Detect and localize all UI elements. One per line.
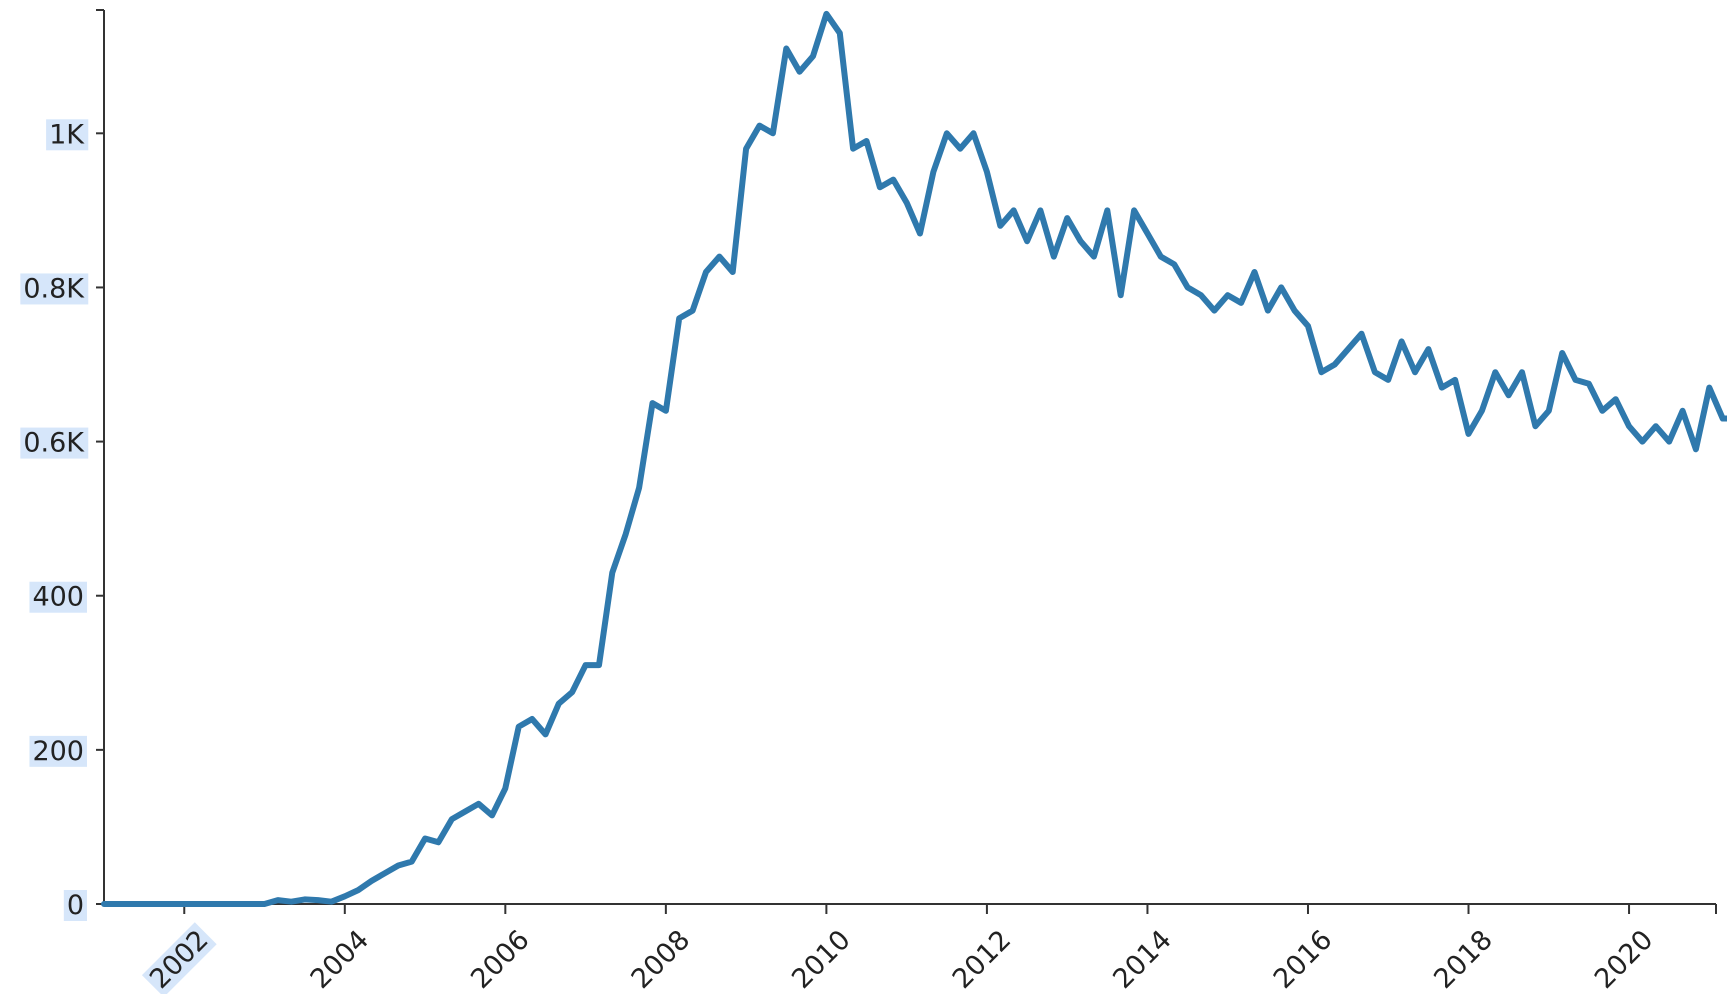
y-tick-label: 0.6K: [23, 428, 85, 459]
series-layer: [101, 10, 1727, 907]
y-tick-label: 0.8K: [23, 273, 85, 304]
x-tick-label: 2020: [1589, 924, 1660, 994]
x-tick-label: 2012: [947, 924, 1018, 994]
x-tick-label-group: 2020: [1589, 924, 1660, 994]
y-tick-label-highlight: [29, 581, 87, 613]
y-tick-label-highlight: [63, 890, 87, 921]
y-tick-label: 1K: [49, 119, 85, 150]
y-tick-label-highlight: [20, 273, 89, 305]
x-tick-label: 2008: [626, 924, 697, 994]
y-tick-label-highlight: [46, 119, 89, 151]
x-axis-ticks: 2002 2004 2006 2008 2010 2012 2014 2016 2018 2020: [141, 904, 1717, 994]
y-tick-label-highlight: [29, 735, 87, 767]
series-line: [101, 10, 1727, 907]
x-tick-label: 2016: [1268, 924, 1339, 994]
y-tick-label: 400: [32, 582, 84, 613]
x-tick-label: 2010: [786, 924, 857, 994]
x-tick-label-group: 2014: [1107, 924, 1178, 994]
x-tick-label: 2004: [305, 924, 376, 994]
x-tick-label: 2018: [1428, 924, 1499, 994]
y-tick-label-highlight: [20, 427, 89, 459]
y-axis-ticks: 0 200 400 0.6K 0.8K 1K: [20, 9, 104, 921]
x-tick-label: 2014: [1107, 924, 1178, 994]
x-tick-label-group: 2012: [947, 924, 1018, 994]
y-tick-label: 0: [67, 890, 84, 921]
x-tick-label-group: 2010: [786, 924, 857, 994]
x-tick-label-group: 2004: [305, 924, 376, 994]
x-tick-label-highlight: [141, 922, 217, 994]
x-tick-label: 2006: [465, 924, 536, 994]
x-tick-label-group: 2008: [626, 924, 697, 994]
x-tick-label-group: 2002: [141, 922, 217, 994]
x-tick-label-group: 2016: [1268, 924, 1339, 994]
x-tick-label-group: 2018: [1428, 924, 1499, 994]
y-tick-label: 200: [32, 736, 84, 767]
x-tick-label-group: 2006: [465, 924, 536, 994]
